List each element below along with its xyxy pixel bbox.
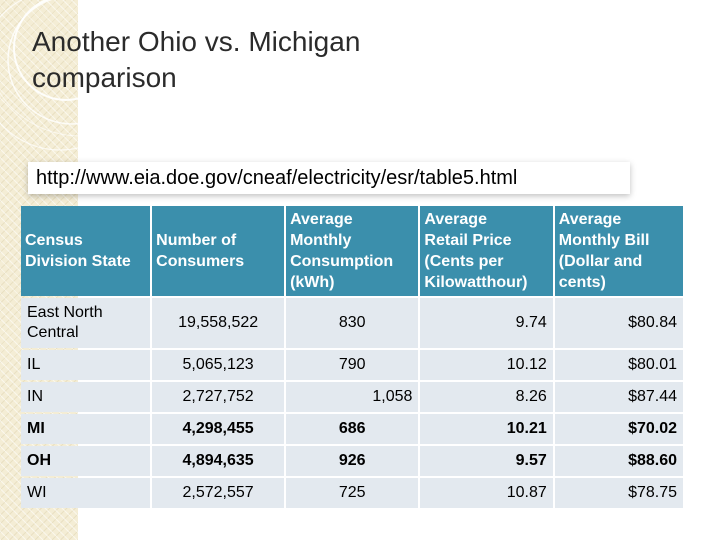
url-banner — [28, 162, 630, 194]
cell-price: 8.26 — [420, 382, 553, 412]
header-line: Division State — [25, 253, 131, 270]
header-line: Kilowatthour) — [424, 274, 528, 291]
table-header-row: Census Division State Number of Consumer… — [21, 206, 683, 296]
header-line: Retail Price — [424, 232, 512, 249]
cell-consumers: 4,298,455 — [152, 414, 285, 444]
cell-consumption: 926 — [286, 446, 419, 476]
header-average-monthly-bill: Average Monthly Bill (Dollar and cents) — [554, 206, 683, 296]
table-row: IL 5,065,123 790 10.12 $80.01 — [21, 350, 683, 380]
cell-consumption: 725 — [286, 478, 419, 508]
header-average-retail-price: Average Retail Price (Cents per Kilowatt… — [420, 206, 553, 296]
header-line: Monthly — [290, 232, 352, 249]
header-line: Average — [290, 211, 353, 228]
cell-price: 9.57 — [420, 446, 553, 476]
cell-region: IN — [21, 382, 151, 412]
decorative-swirl-icon — [0, 0, 177, 151]
header-line: Census — [25, 232, 83, 249]
table-row: MI 4,298,455 686 10.21 $70.02 — [21, 414, 683, 444]
header-average-monthly-consumption: Average Monthly Consumption (kWh) — [286, 206, 419, 296]
table-row: East North Central 19,558,522 830 9.74 $… — [21, 298, 683, 348]
cell-price: 10.12 — [420, 350, 553, 380]
header-line: (Cents per — [424, 253, 504, 270]
cell-price: 9.74 — [420, 298, 553, 348]
cell-consumers: 2,572,557 — [152, 478, 285, 508]
header-line: Average — [424, 211, 487, 228]
cell-bill: $87.44 — [554, 382, 683, 412]
cell-price: 10.87 — [420, 478, 553, 508]
cell-region: East North Central — [21, 298, 151, 348]
comparison-table: Census Division State Number of Consumer… — [19, 204, 685, 510]
header-line: Average — [558, 211, 622, 228]
cell-price: 10.21 — [420, 414, 553, 444]
cell-region-line: East North — [27, 304, 103, 321]
source-url-link[interactable]: http://www.eia.doe.gov/cneaf/electricity… — [36, 167, 518, 189]
table-row: WI 2,572,557 725 10.87 $78.75 — [21, 478, 683, 508]
header-line: (Dollar and — [558, 253, 643, 270]
slide-title-line1: Another Ohio vs. Michigan — [32, 26, 361, 57]
cell-bill: $78.75 — [554, 478, 683, 508]
cell-region: IL — [21, 350, 151, 380]
cell-consumption: 1,058 — [286, 382, 419, 412]
cell-consumption: 790 — [286, 350, 419, 380]
cell-consumers: 5,065,123 — [152, 350, 285, 380]
header-line: Consumers — [156, 253, 245, 270]
header-line: cents) — [558, 274, 606, 291]
cell-region: MI — [21, 414, 151, 444]
header-number-of-consumers: Number of Consumers — [152, 206, 285, 296]
header-line: Monthly Bill — [558, 232, 650, 249]
header-census-division: Census Division State — [21, 206, 151, 296]
table-row: IN 2,727,752 1,058 8.26 $87.44 — [21, 382, 683, 412]
slide-title: Another Ohio vs. Michigan comparison — [32, 24, 672, 96]
cell-consumers: 4,894,635 — [152, 446, 285, 476]
header-line: Number of — [156, 232, 237, 249]
cell-bill: $70.02 — [554, 414, 683, 444]
table-row: OH 4,894,635 926 9.57 $88.60 — [21, 446, 683, 476]
cell-region: WI — [21, 478, 151, 508]
cell-bill: $80.84 — [554, 298, 683, 348]
cell-consumers: 2,727,752 — [152, 382, 285, 412]
cell-consumption: 830 — [286, 298, 419, 348]
cell-region: OH — [21, 446, 151, 476]
header-line: Consumption — [290, 253, 394, 270]
slide-title-line2: comparison — [32, 62, 177, 93]
cell-consumption: 686 — [286, 414, 419, 444]
cell-bill: $88.60 — [554, 446, 683, 476]
cell-bill: $80.01 — [554, 350, 683, 380]
header-line: (kWh) — [290, 274, 335, 291]
cell-region-line: Central — [27, 324, 79, 341]
cell-consumers: 19,558,522 — [152, 298, 285, 348]
